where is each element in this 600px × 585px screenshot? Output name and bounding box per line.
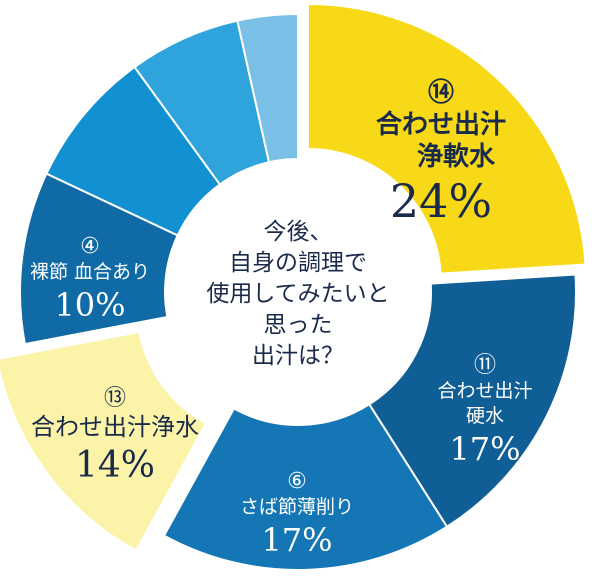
slice-3-number: ⑬ <box>104 386 126 411</box>
donut-slice-3 <box>0 330 208 552</box>
center-text-line-1: 自身の調理で <box>229 250 367 276</box>
donut-slice-0 <box>307 2 587 275</box>
donut-center-hole <box>165 159 431 425</box>
slice-3-name_lines-0: 合わせ出汁浄水 <box>31 413 199 441</box>
slice-labels: ⑭合わせ出汁浄軟水24%⑪合わせ出汁硬水17%⑥さば節薄削り17%⑬合わせ出汁浄… <box>30 77 533 559</box>
slice-label-4: ④裸節 血合あり 10% <box>30 234 150 324</box>
slice-1-name_lines-1: 硬水 <box>466 405 504 427</box>
slice-0-name_lines-0: 合わせ出汁 <box>376 109 506 140</box>
slice-4-label: 10% <box>54 286 125 324</box>
slice-0-name_lines-1: 浄軟水 <box>417 141 496 172</box>
center-text-line-0: 今後、 <box>264 219 333 245</box>
slice-3-label: 14% <box>75 445 155 486</box>
slice-4-name_lines-0: 裸節 血合あり <box>30 261 150 283</box>
slice-1-number: ⑪ <box>474 353 496 378</box>
slice-1-label: 17% <box>449 430 520 468</box>
slice-2-number: ⑥ <box>287 469 307 494</box>
slice-0-number: ⑭ <box>428 77 454 108</box>
slice-2-name_lines-0: さば節薄削り <box>240 496 354 518</box>
center-text-line-3: 思った <box>264 312 333 338</box>
center-text-line-2: 使用してみたいと <box>206 281 389 307</box>
slice-2-label: 17% <box>261 521 332 559</box>
slice-1-name_lines-0: 合わせ出汁 <box>437 380 532 402</box>
slice-0-label: 24% <box>390 174 492 228</box>
slice-4-number: ④ <box>80 234 100 259</box>
donut-slices <box>0 2 587 571</box>
center-text-line-4: 出汁は？ <box>252 343 344 369</box>
